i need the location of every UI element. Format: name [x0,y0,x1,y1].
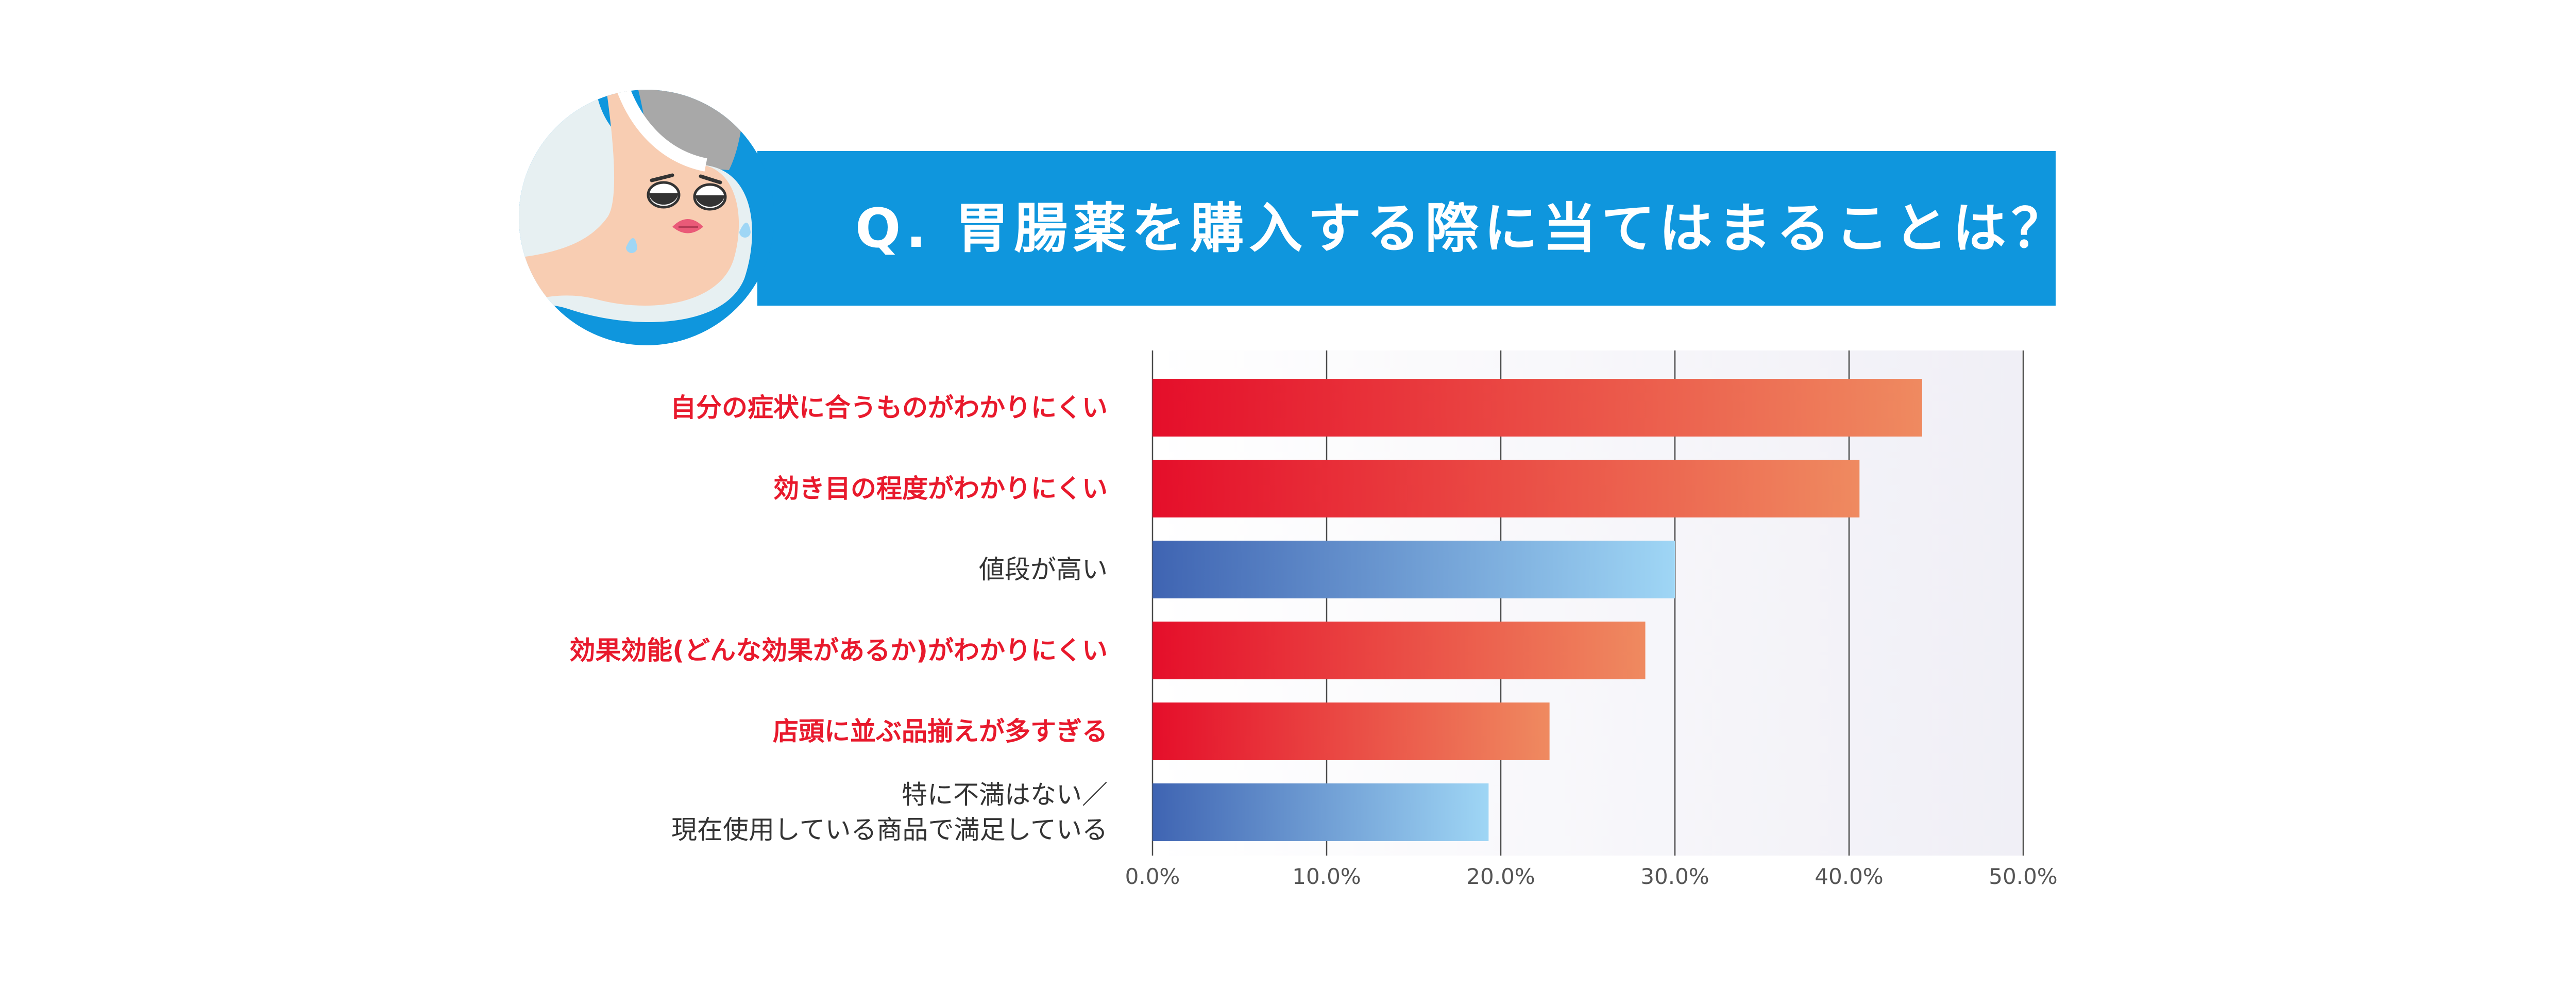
x-tick-label: 30.0% [1640,864,1709,889]
category-label: 特に不満はない／ 現在使用している商品で満足している [386,777,1108,847]
category-label: 自分の症状に合うものがわかりにくい [670,393,1108,423]
category-label: 値段が高い [979,555,1108,584]
bar [1153,702,1550,760]
bar [1153,541,1675,598]
bars [1153,379,1922,841]
category-label-line: 現在使用している商品で満足している [671,815,1108,845]
category-label: 効果効能(どんな効果があるか)がわかりにくい [569,635,1108,665]
bar [1153,622,1646,679]
bar [1153,460,1860,517]
x-tick-label: 0.0% [1125,864,1180,889]
sad-stomach-mascot-icon [519,90,774,345]
header-band [757,151,2056,306]
category-label: 店頭に並ぶ品揃えが多すぎる [773,716,1108,746]
category-label-line: 特に不満はない／ [902,780,1108,810]
x-tick-label: 50.0% [1989,864,2058,889]
bar [1153,783,1489,841]
bar [1153,379,1922,437]
x-tick-label: 40.0% [1815,864,1884,889]
x-tick-label: 20.0% [1466,864,1535,889]
x-tick-label: 10.0% [1292,864,1361,889]
category-label: 効き目の程度がわかりにくい [773,474,1108,504]
chart-title: Q. 胃腸薬を購入する際に当てはまることは？ [855,197,2071,260]
